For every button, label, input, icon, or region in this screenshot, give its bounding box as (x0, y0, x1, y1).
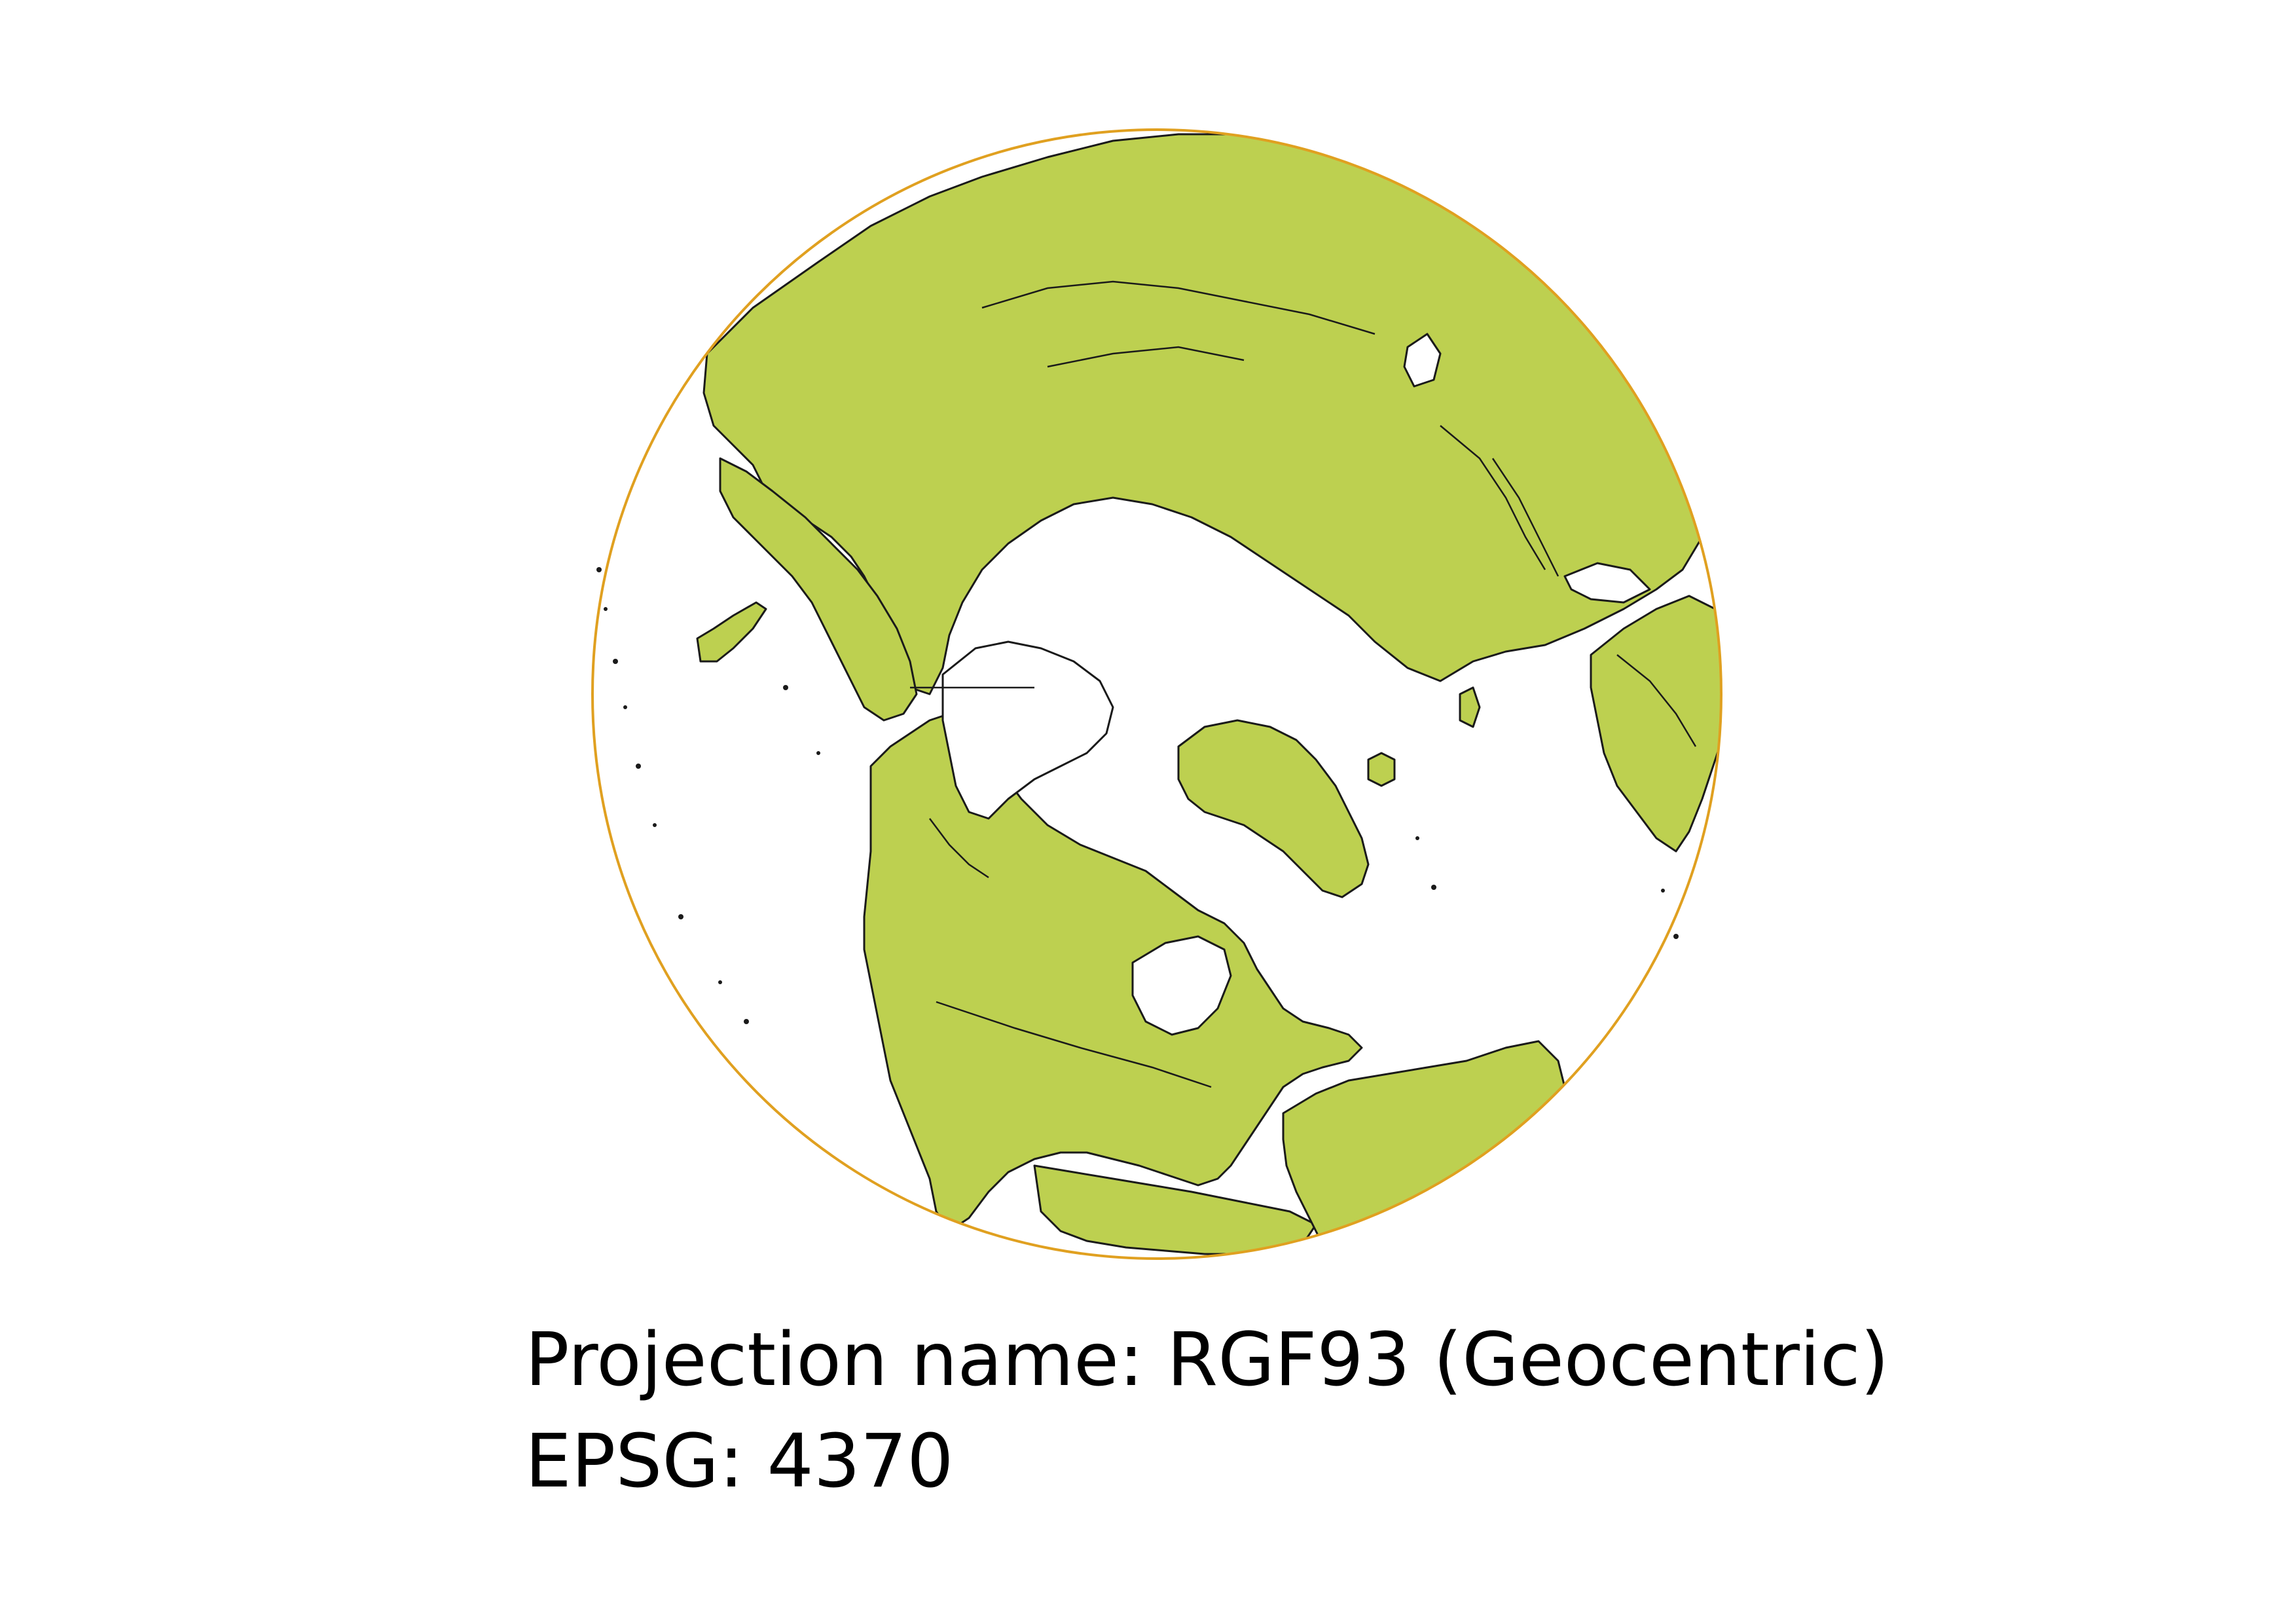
border-china-mongolia (1047, 346, 1245, 368)
pacific-islands (596, 567, 1679, 1024)
map-caption: Projection name: RGF93 (Geocentric) EPSG… (525, 1310, 2031, 1513)
greenland-landmass (1177, 719, 1370, 898)
hudson-bay (1131, 935, 1232, 1036)
mediterranean-sea (1563, 562, 1651, 604)
arctic-ocean (941, 640, 1114, 820)
north-america-landmass (863, 712, 1363, 1232)
epsg-code-label: EPSG: 4370 (525, 1419, 954, 1504)
globe-outline (591, 128, 1722, 1260)
border-europe-1 (1491, 458, 1559, 577)
uk-landmass (1459, 686, 1481, 728)
border-europe-2 (1440, 425, 1546, 570)
kamchatka-island (696, 601, 767, 663)
africa-landmass (1590, 595, 1721, 853)
caspian-sea (1403, 333, 1442, 388)
border-alaska-canada (929, 818, 989, 879)
border-africa-1 (1616, 654, 1697, 747)
projection-name-label: Projection name: RGF93 (Geocentric) (525, 1318, 1889, 1403)
iceland-landmass (1367, 752, 1396, 787)
border-us-canada (936, 1001, 1212, 1088)
alaska-landmass (719, 457, 918, 722)
border-russia-kazakh (981, 280, 1376, 335)
